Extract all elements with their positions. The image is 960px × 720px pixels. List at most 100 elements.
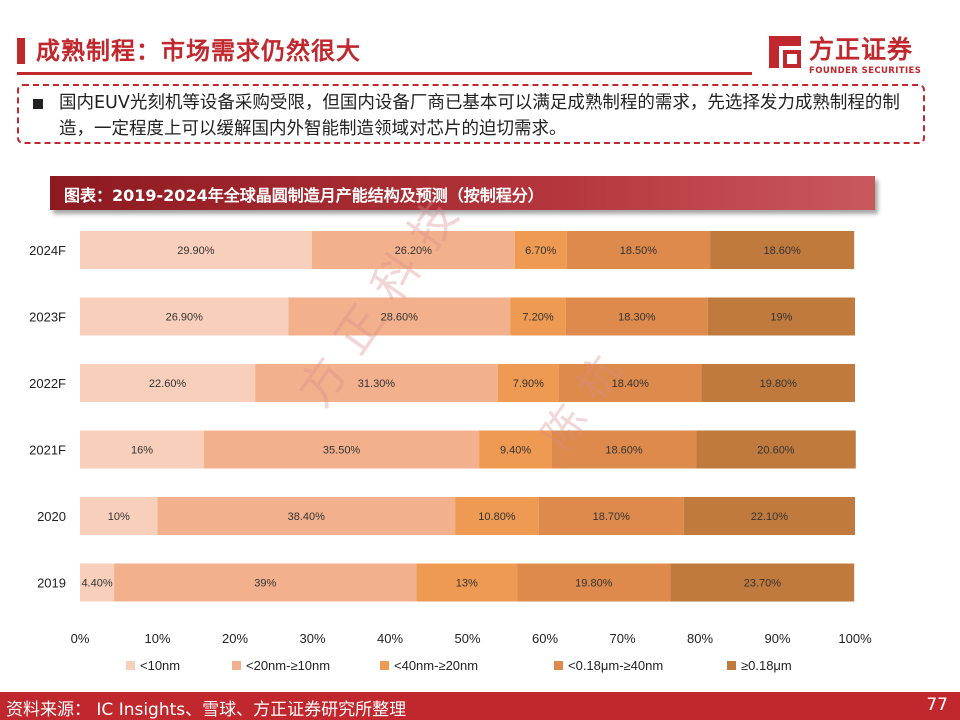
data-label: 22.10%	[751, 511, 789, 523]
data-label: 35.50%	[323, 445, 361, 457]
data-label: 9.40%	[500, 445, 531, 457]
data-label: 38.40%	[288, 511, 326, 523]
x-tick-label: 40%	[377, 631, 403, 646]
data-label: 10%	[108, 511, 130, 523]
bar-segment	[80, 563, 115, 602]
legend-swatch	[126, 661, 135, 670]
chart-title-banner: 图表：2019-2024年全球晶圆制造月产能结构及预测（按制程分）	[50, 176, 875, 210]
legend-label: ≥0.18μm	[741, 658, 792, 673]
y-tick-label: 2023F	[29, 310, 66, 325]
bar-segment	[707, 297, 855, 336]
bar-segment	[204, 430, 480, 469]
bar-segment	[455, 497, 539, 535]
data-label: 7.90%	[513, 378, 544, 390]
founder-logo-icon	[769, 36, 801, 68]
x-tick-label: 90%	[764, 631, 790, 646]
legend-swatch	[380, 661, 389, 670]
data-label: 4.40%	[81, 578, 112, 590]
bar-segment	[157, 497, 456, 535]
data-label: 23.70%	[744, 578, 782, 590]
bar-segment	[670, 563, 855, 602]
legend-label: <40nm-≥20nm	[394, 658, 478, 673]
data-label: 16%	[131, 445, 153, 457]
data-label: 20.60%	[757, 445, 795, 457]
legend-swatch	[232, 661, 241, 670]
legend-swatch	[727, 661, 736, 670]
data-label: 22.60%	[149, 378, 187, 390]
bar-segment	[710, 231, 855, 269]
legend-swatch	[554, 661, 563, 670]
data-label: 31.30%	[358, 378, 396, 390]
bar-segment	[255, 364, 498, 402]
x-tick-label: 100%	[838, 631, 872, 646]
data-label: 18.70%	[593, 511, 631, 523]
x-tick-label: 80%	[687, 631, 713, 646]
footer-bar: 资料来源： IC Insights、雪球、方正证券研究所整理 77	[0, 692, 960, 720]
bullet-square-icon	[33, 99, 43, 109]
y-tick-label: 2022F	[29, 376, 66, 391]
x-tick-label: 0%	[71, 631, 90, 646]
bar-segment	[551, 430, 697, 469]
data-label: 28.60%	[381, 312, 419, 324]
title-accent-bar	[17, 38, 25, 64]
bar-segment	[497, 364, 559, 402]
bar-segment	[565, 297, 708, 336]
logo-english-name: FOUNDER SECURITIES	[809, 66, 922, 76]
data-label: 6.70%	[525, 245, 556, 257]
bar-segment	[80, 364, 256, 402]
bar-segment	[80, 297, 289, 336]
bar-segment	[288, 297, 511, 336]
bar-segment	[114, 563, 417, 602]
data-label: 29.90%	[177, 245, 215, 257]
data-label: 13%	[456, 578, 478, 590]
bar-segment	[416, 563, 518, 602]
legend-label: <10nm	[140, 658, 180, 673]
bar-segment	[479, 430, 552, 469]
bar-segment	[80, 231, 312, 269]
chart-title: 图表：2019-2024年全球晶圆制造月产能结构及预测（按制程分）	[64, 186, 544, 205]
x-tick-label: 30%	[299, 631, 325, 646]
bar-segment	[517, 563, 671, 602]
data-label: 19.80%	[575, 578, 613, 590]
data-label: 10.80%	[478, 511, 516, 523]
x-tick-label: 70%	[609, 631, 635, 646]
y-tick-label: 2024F	[29, 243, 66, 258]
source-note: 资料来源： IC Insights、雪球、方正证券研究所整理	[6, 700, 407, 720]
data-label: 26.20%	[395, 245, 433, 257]
bar-segment	[510, 297, 566, 336]
bar-segment	[683, 497, 855, 535]
data-label: 18.40%	[612, 378, 650, 390]
x-tick-label: 60%	[532, 631, 558, 646]
bar-segment	[80, 430, 204, 469]
data-label: 19.80%	[760, 378, 798, 390]
x-tick-label: 20%	[222, 631, 248, 646]
bar-segment	[80, 497, 158, 535]
legend-label: <20nm-≥10nm	[246, 658, 330, 673]
bar-segment	[311, 231, 515, 269]
summary-box: 国内EUV光刻机等设备采购受限，但国内设备厂商已基本可以满足成熟制程的需求，先选…	[17, 84, 925, 144]
y-tick-label: 2021F	[29, 443, 66, 458]
bar-segment	[696, 430, 856, 469]
page-title: 成熟制程：市场需求仍然很大	[36, 37, 361, 65]
data-label: 18.50%	[620, 245, 658, 257]
legend-label: <0.18μm-≥40nm	[568, 658, 663, 673]
title-divider	[17, 72, 752, 75]
y-tick-label: 2020	[37, 509, 66, 524]
logo-chinese-name: 方正证券	[809, 35, 914, 64]
data-label: 18.30%	[618, 312, 656, 324]
data-label: 26.90%	[166, 312, 204, 324]
bar-segment	[701, 364, 855, 402]
stacked-bar-chart: 2024F 29.90% 26.20% 6.70% 18.50% 18.60% 2023F 2…	[29, 231, 872, 673]
bar-segment	[514, 231, 567, 269]
data-label: 18.60%	[763, 245, 801, 257]
data-label: 18.60%	[605, 445, 643, 457]
summary-text: 国内EUV光刻机等设备采购受限，但国内设备厂商已基本可以满足成熟制程的需求，先选…	[59, 93, 900, 139]
bar-segment	[566, 231, 711, 269]
data-label: 19%	[770, 312, 792, 324]
page-number: 77	[926, 695, 948, 715]
y-tick-label: 2019	[37, 576, 66, 591]
company-logo: 方正证券 FOUNDER SECURITIES	[765, 28, 945, 84]
data-label: 7.20%	[522, 312, 553, 324]
x-tick-label: 50%	[454, 631, 480, 646]
data-label: 39%	[254, 578, 276, 590]
